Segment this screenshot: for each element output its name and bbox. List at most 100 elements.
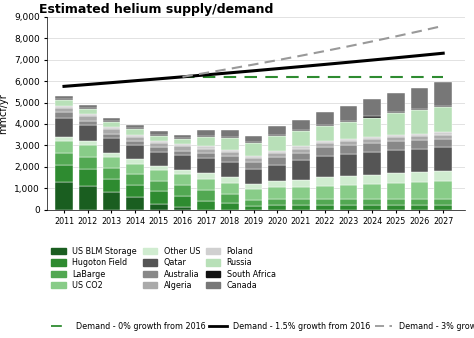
Bar: [387, 141, 405, 150]
Bar: [245, 158, 263, 163]
Bar: [173, 170, 191, 174]
Bar: [316, 143, 334, 147]
Bar: [434, 106, 452, 107]
Bar: [79, 105, 97, 108]
Bar: [197, 201, 215, 210]
Bar: [150, 152, 168, 166]
Bar: [339, 154, 357, 176]
Bar: [55, 141, 73, 153]
Bar: [339, 205, 357, 210]
Bar: [79, 114, 97, 117]
Bar: [434, 135, 452, 139]
Bar: [316, 199, 334, 205]
Bar: [410, 136, 428, 140]
Bar: [102, 118, 120, 121]
Bar: [434, 199, 452, 205]
Bar: [197, 130, 215, 136]
Bar: [126, 141, 144, 145]
Bar: [292, 187, 310, 199]
Bar: [126, 197, 144, 210]
Bar: [150, 143, 168, 147]
Bar: [221, 138, 239, 150]
Bar: [292, 120, 310, 130]
Bar: [387, 93, 405, 112]
Bar: [126, 145, 144, 159]
Bar: [363, 116, 381, 118]
Bar: [197, 153, 215, 158]
Bar: [292, 205, 310, 210]
Bar: [363, 205, 381, 210]
Bar: [55, 99, 73, 100]
Bar: [102, 134, 120, 138]
Bar: [268, 199, 286, 205]
Bar: [387, 137, 405, 141]
Bar: [221, 130, 239, 137]
Bar: [221, 193, 239, 203]
Bar: [173, 144, 191, 146]
Bar: [410, 172, 428, 182]
Bar: [221, 150, 239, 152]
Bar: [410, 134, 428, 136]
Bar: [245, 206, 263, 210]
Bar: [245, 143, 263, 156]
Bar: [363, 184, 381, 199]
Bar: [268, 157, 286, 165]
Bar: [126, 159, 144, 164]
Bar: [387, 112, 405, 113]
Bar: [245, 184, 263, 189]
Bar: [268, 136, 286, 151]
Bar: [434, 171, 452, 180]
Bar: [316, 205, 334, 210]
Bar: [102, 122, 120, 127]
Bar: [316, 125, 334, 126]
Bar: [339, 121, 357, 122]
Bar: [434, 82, 452, 106]
Bar: [79, 141, 97, 145]
Bar: [173, 208, 191, 210]
Bar: [245, 169, 263, 184]
Bar: [150, 181, 168, 191]
Bar: [363, 137, 381, 139]
Bar: [434, 205, 452, 210]
Bar: [410, 140, 428, 149]
Bar: [55, 153, 73, 165]
Bar: [150, 191, 168, 204]
Bar: [410, 88, 428, 109]
Bar: [339, 106, 357, 121]
Bar: [197, 178, 215, 190]
Bar: [316, 126, 334, 141]
Bar: [173, 139, 191, 144]
Bar: [339, 185, 357, 199]
Bar: [387, 199, 405, 205]
Bar: [221, 156, 239, 163]
Bar: [410, 149, 428, 172]
Bar: [79, 117, 97, 121]
Bar: [316, 147, 334, 156]
Bar: [410, 110, 428, 134]
Bar: [221, 152, 239, 156]
Bar: [126, 128, 144, 129]
Bar: [339, 145, 357, 154]
Bar: [410, 199, 428, 205]
Bar: [102, 157, 120, 168]
Bar: [79, 121, 97, 125]
Bar: [126, 137, 144, 141]
Bar: [387, 173, 405, 183]
Bar: [221, 163, 239, 177]
Bar: [55, 108, 73, 112]
Y-axis label: mmcf/yr: mmcf/yr: [0, 93, 9, 134]
Bar: [197, 173, 215, 178]
Bar: [79, 109, 97, 114]
Bar: [173, 146, 191, 151]
Bar: [339, 176, 357, 185]
Bar: [150, 147, 168, 152]
Bar: [221, 183, 239, 193]
Bar: [150, 141, 168, 143]
Bar: [150, 131, 168, 135]
Bar: [434, 181, 452, 199]
Bar: [339, 139, 357, 141]
Bar: [292, 149, 310, 153]
Bar: [55, 165, 73, 182]
Bar: [102, 127, 120, 129]
Bar: [102, 153, 120, 157]
